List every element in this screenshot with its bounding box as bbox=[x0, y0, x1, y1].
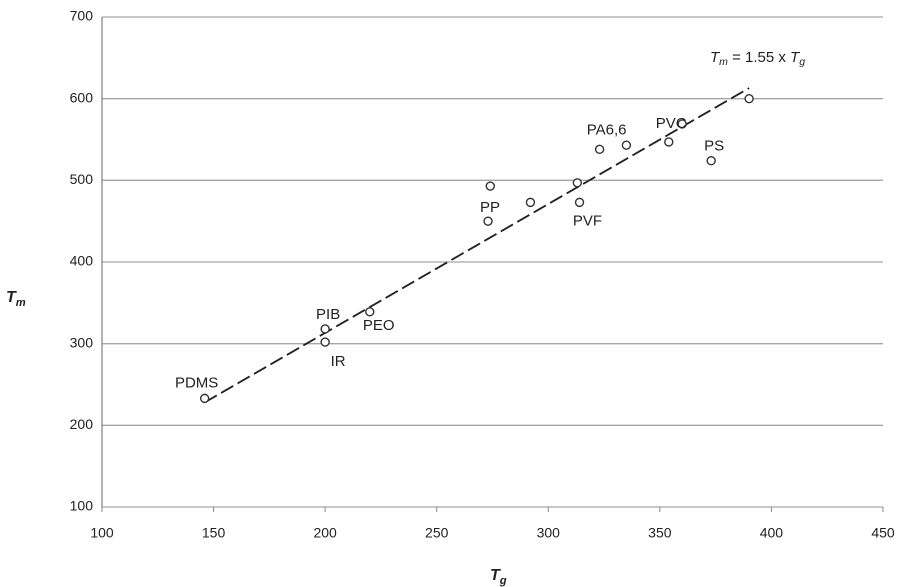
point-label: IR bbox=[331, 353, 346, 370]
y-tick-label: 500 bbox=[70, 171, 94, 187]
point-label: PEO bbox=[363, 317, 395, 334]
x-tick-label: 300 bbox=[537, 525, 561, 541]
y-tick-label: 600 bbox=[70, 89, 94, 105]
x-axis-title: Tg bbox=[490, 567, 507, 587]
x-tick-label: 250 bbox=[425, 525, 449, 541]
x-tick-label: 400 bbox=[760, 525, 784, 541]
eq-lhs-main: T bbox=[710, 49, 721, 66]
y-tick-label: 100 bbox=[70, 498, 94, 514]
y-axis-title: Tm bbox=[6, 289, 26, 309]
data-point bbox=[525, 197, 536, 208]
data-point bbox=[365, 307, 375, 317]
data-point bbox=[485, 181, 495, 191]
eq-rhs-main: T bbox=[790, 49, 801, 66]
y-tick-label: 200 bbox=[70, 416, 94, 432]
eq-lhs-sub: m bbox=[719, 56, 728, 68]
point-label: PIB bbox=[316, 306, 340, 323]
x-tick-label: 350 bbox=[648, 525, 672, 541]
x-tick-label: 150 bbox=[202, 525, 226, 541]
data-point bbox=[744, 93, 754, 104]
x-axis-title-main: T bbox=[490, 567, 501, 584]
point-label: PA6,6 bbox=[587, 121, 627, 138]
x-tick-label: 450 bbox=[871, 525, 895, 541]
data-point bbox=[320, 337, 330, 347]
point-label: PVF bbox=[573, 212, 602, 229]
x-tick-label: 200 bbox=[313, 525, 337, 541]
point-label: PS bbox=[704, 138, 724, 155]
x-axis-title-sub: g bbox=[499, 575, 507, 587]
data-point bbox=[574, 197, 585, 208]
y-tick-label: 400 bbox=[70, 253, 94, 269]
y-tick-label: 300 bbox=[70, 334, 94, 350]
y-tick-label: 700 bbox=[70, 8, 94, 24]
eq-text: = 1.55 x bbox=[728, 49, 790, 66]
data-point bbox=[677, 119, 687, 129]
point-label: PVC bbox=[656, 115, 687, 132]
data-point bbox=[594, 144, 605, 155]
data-point bbox=[320, 324, 330, 334]
data-point bbox=[572, 178, 582, 188]
point-label: PDMS bbox=[175, 374, 218, 391]
data-point bbox=[664, 137, 674, 147]
eq-rhs-sub: g bbox=[799, 56, 805, 68]
data-point bbox=[621, 140, 632, 150]
data-point bbox=[706, 156, 716, 166]
data-point bbox=[483, 216, 493, 226]
fit-equation: Tm = 1.55 x Tg bbox=[710, 49, 805, 68]
fit-line bbox=[204, 87, 750, 404]
x-tick-label: 100 bbox=[90, 525, 114, 541]
y-axis-title-sub: m bbox=[16, 297, 26, 309]
point-label: PP bbox=[480, 199, 500, 216]
y-axis-title-main: T bbox=[6, 289, 17, 306]
data-point bbox=[199, 393, 210, 404]
